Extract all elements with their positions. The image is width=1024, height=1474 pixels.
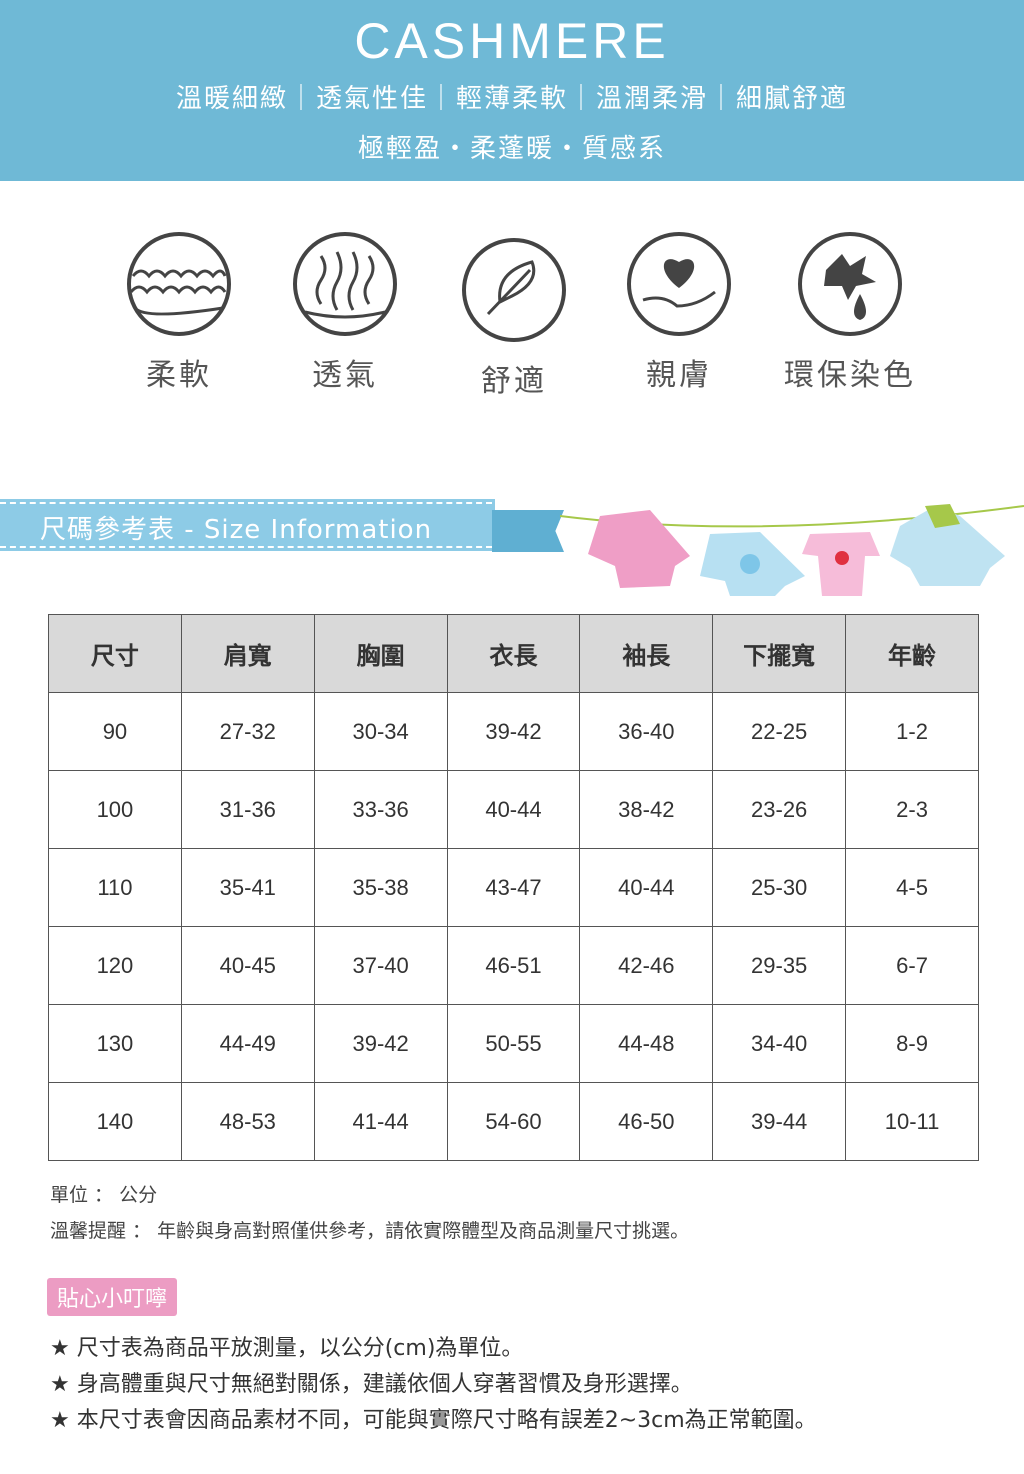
- table-cell: 31-36: [180, 770, 315, 849]
- table-cell: 10-11: [845, 1082, 979, 1161]
- table-row: 140 48-53 41-44 54-60 46-50 39-44 10-11: [48, 1082, 979, 1161]
- table-cell: 130: [48, 1004, 182, 1083]
- table-row: 130 44-49 39-42 50-55 44-48 34-40 8-9: [48, 1004, 979, 1083]
- tagline: 極輕盈・柔蓬暖・質感系: [357, 134, 666, 164]
- table-cell: 39-42: [446, 692, 581, 771]
- airflow-arrows-icon: [293, 232, 397, 336]
- table-cell: 140: [48, 1082, 182, 1161]
- header-age: 年齡: [845, 614, 979, 693]
- table-cell: 4-5: [845, 848, 979, 927]
- tips-badge: 貼心小叮嚀: [47, 1278, 178, 1316]
- table-cell: 1-2: [845, 692, 979, 771]
- header-size: 尺寸: [48, 614, 182, 693]
- table-row: 120 40-45 37-40 46-51 42-46 29-35 6-7: [48, 926, 979, 1005]
- table-cell: 54-60: [446, 1082, 581, 1161]
- table-cell: 36-40: [579, 692, 714, 771]
- table-cell: 35-41: [180, 848, 315, 927]
- table-cell: 35-38: [313, 848, 448, 927]
- feature-label: 柔軟: [146, 358, 212, 393]
- table-cell: 41-44: [313, 1082, 448, 1161]
- table-cell: 39-44: [712, 1082, 847, 1161]
- feature-eco-dye: 環保染色: [770, 230, 930, 394]
- table-cell: 110: [48, 848, 182, 927]
- table-cell: 27-32: [180, 692, 315, 771]
- feature-breathable: 透氣: [270, 230, 420, 394]
- feature-comfort: 舒適: [439, 236, 589, 400]
- table-cell: 120: [48, 926, 182, 1005]
- feature-skin-friendly: 親膚: [604, 230, 754, 394]
- table-cell: 42-46: [579, 926, 714, 1005]
- table-row: 100 31-36 33-36 40-44 38-42 23-26 2-3: [48, 770, 979, 849]
- subtitle: 溫暖細緻｜透氣性佳｜輕薄柔軟｜溫潤柔滑｜細膩舒適: [175, 84, 848, 114]
- header-sleeve: 袖長: [579, 614, 714, 693]
- table-cell: 8-9: [845, 1004, 979, 1083]
- table-cell: 22-25: [712, 692, 847, 771]
- header-length: 衣長: [446, 614, 581, 693]
- header-hem: 下擺寬: [712, 614, 847, 693]
- table-cell: 90: [48, 692, 182, 771]
- size-table: 尺寸 肩寬 胸圍 衣長 袖長 下擺寬 年齡 90 27-32 30-34 39-42 3…: [48, 614, 979, 1161]
- title: CASHMERE: [354, 13, 670, 69]
- table-row: 110 35-41 35-38 43-47 40-44 25-30 4-5: [48, 848, 979, 927]
- table-cell: 40-44: [579, 848, 714, 927]
- table-cell: 30-34: [313, 692, 448, 771]
- ribbon-tail: [492, 510, 564, 552]
- header-chest: 胸圍: [313, 614, 448, 693]
- table-cell: 25-30: [712, 848, 847, 927]
- table-cell: 50-55: [446, 1004, 581, 1083]
- cloud-layers-icon: [127, 232, 231, 336]
- reminder-note: 溫馨提醒 ： 年齡與身高對照僅供參考，請依實際體型及商品測量尺寸挑選。: [50, 1220, 690, 1242]
- feature-label: 親膚: [646, 358, 712, 393]
- table-cell: 6-7: [845, 926, 979, 1005]
- table-cell: 40-44: [446, 770, 581, 849]
- tip-item: ★ 本尺寸表會因商品素材不同，可能與實際尺寸略有誤差2~3cm為正常範圍。: [50, 1408, 817, 1433]
- table-cell: 40-45: [180, 926, 315, 1005]
- feature-label: 舒適: [481, 364, 547, 399]
- table-cell: 44-49: [180, 1004, 315, 1083]
- table-cell: 46-50: [579, 1082, 714, 1161]
- table-cell: 48-53: [180, 1082, 315, 1161]
- tip-item: ★ 身高體重與尺寸無絕對關係，建議依個人穿著習慣及身形選擇。: [50, 1372, 693, 1397]
- table-cell: 43-47: [446, 848, 581, 927]
- hero-banner: CASHMERE 溫暖細緻｜透氣性佳｜輕薄柔軟｜溫潤柔滑｜細膩舒適 極輕盈・柔蓬…: [0, 0, 1024, 181]
- table-header-row: 尺寸 肩寬 胸圍 衣長 袖長 下擺寬 年齡: [48, 614, 979, 693]
- heart-hand-icon: [627, 232, 731, 336]
- table-row: 90 27-32 30-34 39-42 36-40 22-25 1-2: [48, 692, 979, 771]
- table-cell: 37-40: [313, 926, 448, 1005]
- table-cell: 29-35: [712, 926, 847, 1005]
- tip-item: ★ 尺寸表為商品平放測量，以公分(cm)為單位。: [50, 1336, 524, 1361]
- table-cell: 23-26: [712, 770, 847, 849]
- table-cell: 34-40: [712, 1004, 847, 1083]
- table-cell: 100: [48, 770, 182, 849]
- table-cell: 44-48: [579, 1004, 714, 1083]
- leaf-drop-icon: [798, 232, 902, 336]
- header-shoulder: 肩寬: [180, 614, 315, 693]
- unit-note: 單位 ： 公分: [50, 1184, 158, 1206]
- feather-icon: [462, 238, 566, 342]
- table-cell: 2-3: [845, 770, 979, 849]
- section-title: 尺碼參考表 - Size Information: [40, 515, 433, 545]
- clothesline-illustration: [560, 504, 1024, 596]
- feature-label: 透氣: [312, 358, 378, 393]
- feature-soft: 柔軟: [104, 230, 254, 394]
- table-cell: 33-36: [313, 770, 448, 849]
- feature-label: 環保染色: [784, 358, 916, 393]
- table-cell: 46-51: [446, 926, 581, 1005]
- table-cell: 38-42: [579, 770, 714, 849]
- table-cell: 39-42: [313, 1004, 448, 1083]
- section-ribbon: 尺碼參考表 - Size Information: [0, 502, 492, 548]
